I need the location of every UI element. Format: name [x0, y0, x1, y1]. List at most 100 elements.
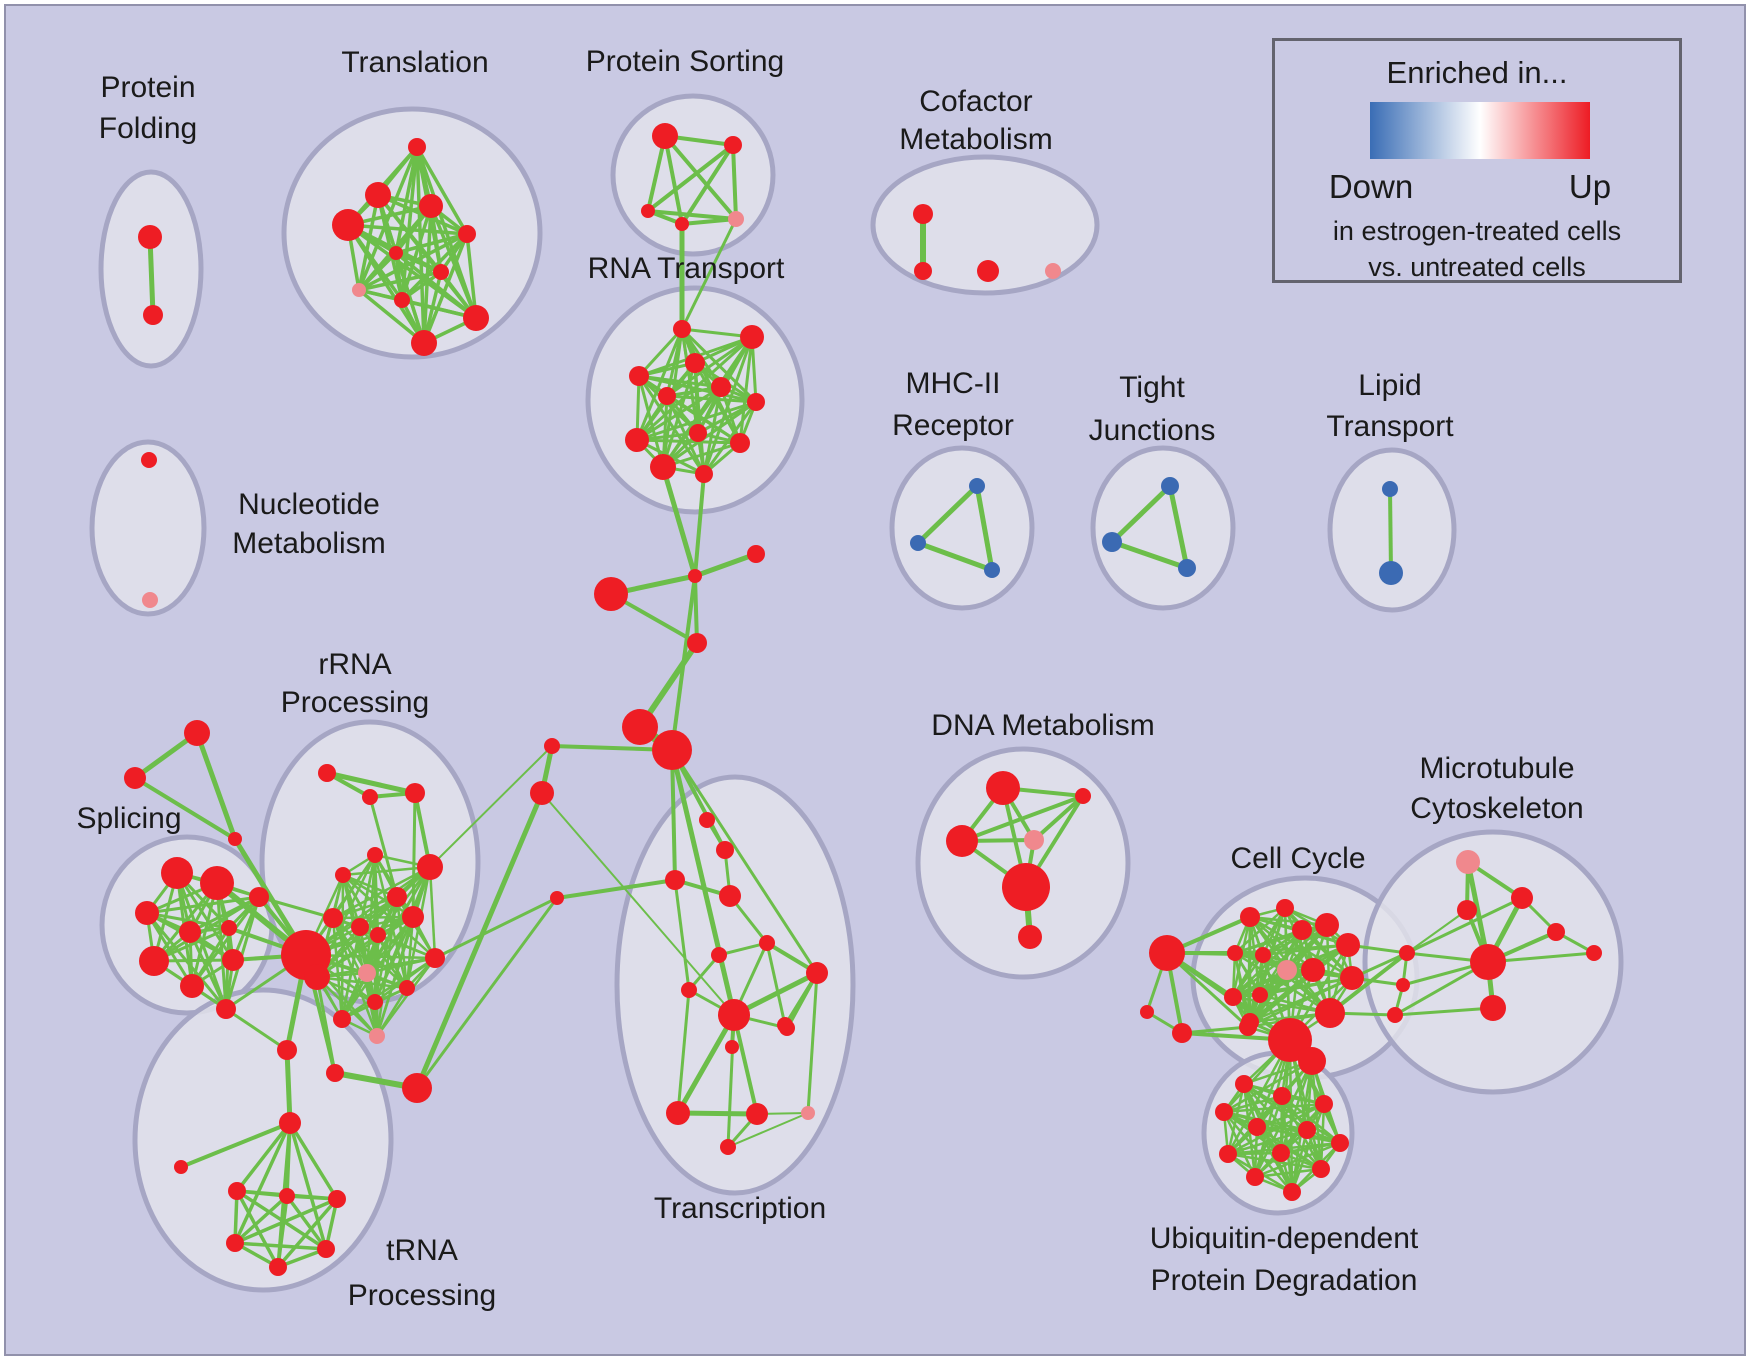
edge — [1394, 1006, 1494, 1017]
gene-set-node-v8 — [1272, 1144, 1290, 1162]
gene-set-node-f0 — [1456, 850, 1480, 874]
gene-set-node-x8 — [746, 1103, 768, 1125]
edge — [1259, 976, 1353, 997]
gene-set-node-e17 — [1140, 1005, 1154, 1019]
gene-set-node-k6 — [387, 887, 407, 907]
gene-set-node-e9 — [1340, 966, 1364, 990]
gene-set-node-tr3 — [419, 194, 443, 218]
edge — [415, 897, 559, 1089]
edge — [153, 895, 260, 963]
edge — [677, 1110, 758, 1117]
gene-set-node-e2 — [1292, 920, 1312, 940]
edge — [694, 551, 757, 579]
cluster-label-mhc-ii-receptor-line1: MHC-II — [906, 367, 1001, 400]
edge — [236, 1189, 327, 1251]
edge — [342, 865, 431, 877]
gene-set-node-x7 — [666, 1101, 690, 1125]
legend-subtitle: in estrogen-treated cells vs. untreated … — [1275, 213, 1679, 285]
edge — [357, 194, 380, 291]
gene-set-node-d4 — [1002, 863, 1050, 911]
cluster-ellipse-mhc-ii-receptor — [889, 445, 1035, 611]
cluster-label-microtubule-cytoskeleton-line1: Microtubule — [1419, 752, 1574, 785]
gene-set-node-k0 — [318, 764, 336, 782]
cluster-label-rrna-processing-line1: rRNA — [318, 648, 391, 681]
edge — [1254, 1167, 1322, 1179]
edge — [1167, 485, 1190, 569]
edge — [332, 895, 398, 920]
edge — [1234, 951, 1331, 1015]
gene-set-node-mh2 — [984, 562, 1000, 578]
gene-set-node-tr7 — [352, 283, 366, 297]
edge — [726, 1014, 736, 1148]
gene-set-node-tj2 — [1178, 559, 1196, 577]
gene-set-node-v1 — [1273, 1087, 1291, 1105]
edge — [676, 989, 691, 1114]
gene-set-node-e0 — [1240, 907, 1260, 927]
edge — [680, 143, 735, 226]
gene-set-node-r8 — [625, 428, 649, 452]
gene-set-node-q6 — [269, 1258, 287, 1276]
edge — [465, 233, 478, 319]
gene-set-node-v11 — [1283, 1183, 1301, 1201]
gene-set-node-lt0 — [1382, 481, 1398, 497]
edge — [288, 1122, 328, 1250]
gene-set-node-r0 — [673, 320, 691, 338]
edge — [541, 792, 735, 1016]
edge — [1406, 909, 1468, 954]
edge — [316, 915, 414, 979]
gene-set-node-r6 — [747, 393, 765, 411]
gene-set-node-k2 — [405, 783, 425, 803]
gene-set-node-v4 — [1248, 1118, 1266, 1136]
gene-set-node-e6 — [1255, 947, 1271, 963]
edge — [662, 441, 741, 469]
edge — [375, 916, 415, 1037]
edge — [1388, 488, 1393, 574]
gene-set-node-d0 — [986, 771, 1020, 805]
gene-set-node-v3 — [1215, 1103, 1233, 1121]
cluster-label-dna-metabolism-line1: DNA Metabolism — [931, 709, 1154, 742]
gene-set-node-b1 — [652, 730, 692, 770]
cluster-label-lipid-transport-line2: Transport — [1326, 410, 1454, 443]
gene-set-node-b9 — [688, 569, 702, 583]
gene-set-node-f3 — [1470, 944, 1506, 980]
gene-set-node-tr10 — [411, 330, 437, 356]
gene-set-node-b10 — [747, 545, 765, 563]
edge — [1223, 1094, 1283, 1114]
gene-set-node-b12 — [687, 633, 707, 653]
edge — [1223, 1102, 1325, 1114]
gene-set-node-r1 — [740, 325, 764, 349]
cluster-label-rrna-processing-line2: Processing — [281, 686, 429, 719]
gene-set-node-q0 — [279, 1112, 301, 1134]
gene-set-node-lt1 — [1379, 561, 1403, 585]
gene-set-node-g4 — [221, 920, 237, 936]
gene-set-node-b7 — [699, 812, 715, 828]
gene-set-node-g5 — [139, 946, 169, 976]
edge — [635, 328, 684, 441]
nodes — [124, 123, 1602, 1276]
cluster-label-transcription-line1: Transcription — [654, 1192, 826, 1225]
edge — [1227, 1128, 1308, 1156]
cluster-ellipse-cofactor-metabolism — [870, 154, 1100, 296]
edge — [190, 882, 219, 987]
gene-set-node-cm2 — [977, 260, 999, 282]
edge — [1181, 1025, 1249, 1035]
gene-set-node-tr2 — [332, 209, 364, 241]
gene-set-node-x1 — [711, 947, 727, 963]
gene-set-node-d3 — [1024, 830, 1044, 850]
cluster-label-ubiquitin-degradation-line1: Ubiquitin-dependent — [1150, 1222, 1419, 1255]
gene-set-node-tr9 — [463, 305, 489, 331]
edge — [727, 1112, 809, 1148]
gene-set-node-k13 — [333, 1010, 351, 1028]
gene-set-node-g9 — [249, 887, 269, 907]
cluster-ellipse-nucleotide-metabolism — [89, 439, 207, 617]
gene-set-node-v2 — [1315, 1095, 1333, 1113]
gene-set-node-v7 — [1219, 1145, 1237, 1163]
gene-set-node-b8 — [719, 885, 741, 907]
cluster-label-tight-junctions-line2: Junctions — [1089, 414, 1216, 447]
gene-set-node-k1 — [362, 789, 378, 805]
edge — [428, 866, 437, 959]
cluster-label-trna-processing-line1: tRNA — [386, 1234, 458, 1267]
edge — [377, 933, 436, 960]
